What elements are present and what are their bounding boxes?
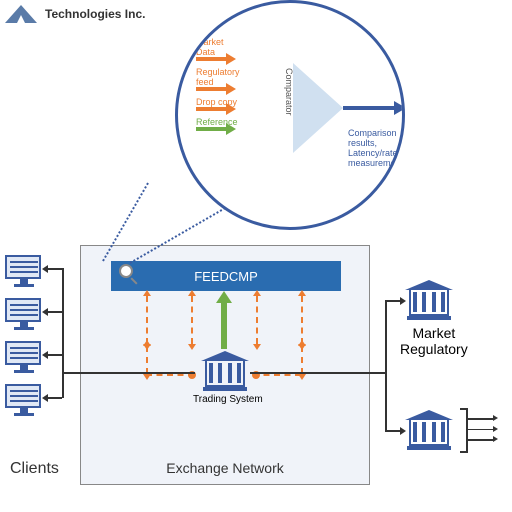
circle-border: Market Data Regulatory feed Drop copy Re… (175, 0, 405, 230)
conn-to-market (385, 300, 400, 302)
conn-trading-right (250, 372, 370, 374)
conn-client-1 (48, 268, 62, 270)
output-arrow (468, 429, 493, 431)
feedcmp-label: FEEDCMP (194, 269, 258, 284)
comparator-label: Comparator (284, 68, 294, 116)
dashed-arrow-R (301, 346, 303, 374)
external-building-icon (405, 410, 453, 450)
output-arrows (468, 409, 493, 450)
conn-right-bus (385, 300, 387, 430)
comparator-output-arrow (343, 106, 398, 110)
input-market-data: Market Data (196, 37, 241, 61)
conn-client-2 (48, 311, 62, 313)
dashed-arrow-L (146, 346, 148, 374)
logo-text: Technologies Inc. (45, 7, 145, 21)
input-reference: Reference (196, 117, 241, 131)
conn-box-to-trading (80, 372, 195, 374)
input-regulatory: Regulatory feed (196, 67, 241, 91)
conn-to-ext (385, 430, 400, 432)
clients-label: Clients (10, 460, 59, 478)
comparator-inputs: Market Data Regulatory feed Drop copy Re… (196, 31, 241, 137)
green-up-arrow (221, 301, 227, 349)
output-arrow (468, 439, 493, 441)
market-regulatory-label: MarketRegulatory (400, 325, 468, 357)
dashed-h-left (146, 374, 194, 376)
client-monitor-icon (5, 341, 43, 376)
clients-group (5, 255, 43, 427)
logo: Technologies Inc. (5, 5, 145, 23)
exchange-network-box: FEEDCMP Trading System Exchange Network (80, 245, 370, 485)
dashed-arrow-3 (256, 296, 258, 344)
client-monitor-icon (5, 255, 43, 290)
trading-system-label: Trading System (193, 394, 263, 405)
conn-client-to-box (62, 372, 80, 374)
exchange-network-label: Exchange Network (166, 460, 284, 476)
trading-system-icon (201, 351, 249, 391)
comparator-output-label: Comparison results, Latency/rate measure… (348, 128, 405, 168)
market-regulatory-icon (405, 280, 453, 320)
magnifier-icon (119, 264, 141, 286)
comparator-detail-circle: Market Data Regulatory feed Drop copy Re… (175, 0, 405, 230)
feedcmp-bar: FEEDCMP (111, 261, 341, 291)
conn-client-bus (62, 268, 64, 398)
logo-mark (5, 5, 37, 23)
dashed-arrow-4 (301, 296, 303, 344)
client-monitor-icon (5, 298, 43, 333)
dashed-arrow-1 (146, 296, 148, 344)
conn-box-right (370, 372, 385, 374)
client-monitor-icon (5, 384, 43, 419)
comparator-triangle-icon (293, 63, 343, 153)
output-bracket (460, 408, 468, 453)
conn-client-3 (48, 354, 62, 356)
input-drop-copy: Drop copy (196, 97, 241, 111)
output-arrow (468, 418, 493, 420)
conn-client-4 (48, 397, 62, 399)
dashed-arrow-2 (191, 296, 193, 344)
dashed-h-right (253, 374, 301, 376)
